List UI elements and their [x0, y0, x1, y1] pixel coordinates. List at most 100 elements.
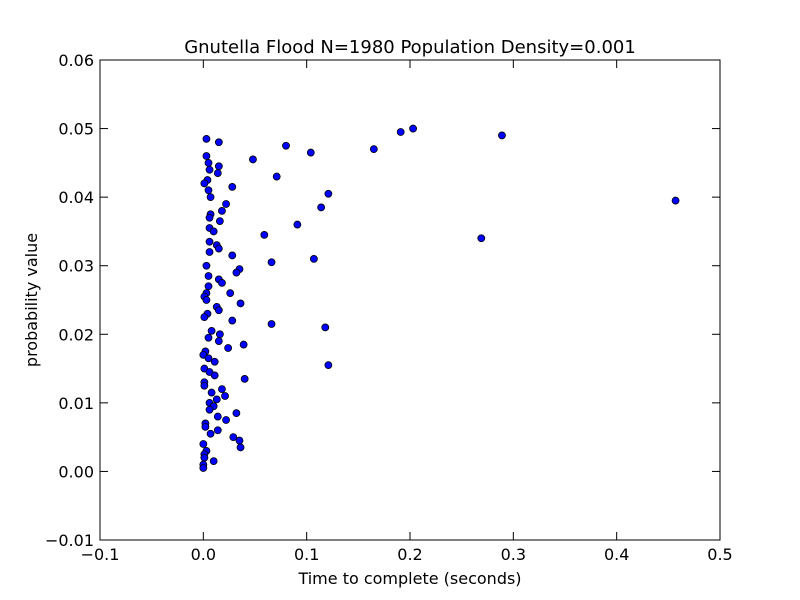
data-point — [202, 261, 211, 270]
data-point — [671, 196, 680, 205]
y-axis: −0.01 0.00 0.01 0.02 0.03 0.04 0.05 0.06 — [45, 51, 720, 550]
x-tick-label: 0.3 — [501, 545, 526, 564]
data-point — [317, 203, 326, 212]
data-point — [202, 296, 211, 304]
data-point — [200, 381, 209, 390]
data-point — [228, 182, 237, 191]
data-point — [218, 278, 226, 287]
data-point — [209, 227, 218, 236]
data-points — [199, 124, 680, 472]
data-point — [202, 134, 211, 143]
y-tick-label: 0.06 — [58, 51, 94, 70]
data-point — [226, 289, 235, 298]
data-point — [215, 217, 224, 226]
data-point — [229, 433, 238, 442]
data-point — [200, 453, 209, 462]
data-point — [202, 152, 211, 160]
data-point — [232, 268, 241, 277]
data-point — [204, 272, 213, 280]
data-point — [272, 172, 281, 181]
y-tick-label: 0.03 — [58, 257, 94, 276]
data-point — [201, 422, 210, 431]
y-tick-label: 0.00 — [58, 462, 94, 481]
data-point — [498, 131, 506, 140]
data-point — [205, 405, 214, 414]
data-point — [221, 392, 229, 400]
data-point — [218, 385, 226, 394]
data-point — [477, 234, 486, 243]
x-tick-label: 0.4 — [604, 545, 629, 564]
data-point — [204, 186, 213, 195]
data-point — [207, 388, 216, 397]
data-point — [199, 464, 208, 472]
data-point — [204, 282, 213, 291]
data-point — [306, 148, 315, 157]
data-point — [324, 189, 333, 198]
data-point — [236, 443, 245, 452]
data-point — [293, 220, 302, 229]
data-point — [200, 313, 209, 322]
x-tick-label: 0.1 — [294, 545, 319, 564]
data-point — [222, 200, 230, 208]
data-point — [309, 254, 318, 263]
data-point — [206, 193, 215, 202]
data-point — [239, 340, 248, 349]
data-point — [249, 155, 257, 164]
data-point — [204, 354, 213, 363]
y-axis-label: probability value — [22, 233, 41, 367]
data-point — [228, 316, 237, 325]
data-point — [409, 124, 418, 133]
data-point — [209, 457, 218, 466]
data-point — [369, 145, 378, 154]
data-point — [204, 333, 213, 342]
data-point — [212, 395, 221, 404]
data-point — [321, 323, 330, 332]
data-point — [324, 361, 333, 370]
plot-frame — [99, 59, 721, 541]
y-tick-label: 0.04 — [58, 188, 94, 207]
y-tick-label: 0.01 — [58, 394, 94, 413]
data-point — [267, 320, 276, 328]
data-point — [213, 426, 222, 435]
data-point — [199, 440, 208, 448]
data-point — [206, 429, 215, 438]
data-point — [210, 357, 219, 366]
data-point — [205, 237, 214, 246]
data-point — [228, 251, 237, 260]
x-tick-label: 0.2 — [397, 545, 422, 564]
y-tick-label: 0.02 — [58, 325, 94, 344]
data-point — [205, 165, 214, 174]
y-tick-label: 0.05 — [58, 120, 94, 139]
data-point — [210, 371, 219, 380]
data-point — [260, 230, 269, 239]
data-point — [214, 244, 223, 253]
data-point — [218, 206, 226, 215]
data-point — [240, 374, 249, 383]
data-point — [214, 138, 223, 147]
data-point — [205, 213, 214, 222]
data-point — [214, 306, 223, 315]
data-point — [224, 344, 233, 352]
data-point — [214, 337, 223, 346]
data-point — [232, 409, 241, 418]
data-point — [204, 158, 213, 167]
data-point — [213, 412, 222, 421]
x-axis-label: Time to complete (seconds) — [297, 569, 521, 588]
data-point — [236, 299, 245, 308]
data-point — [396, 128, 405, 136]
data-point — [207, 326, 216, 335]
chart-title: Gnutella Flood N=1980 Population Density… — [184, 37, 636, 58]
data-point — [200, 179, 209, 188]
x-tick-label: 0.5 — [707, 545, 732, 564]
data-point — [213, 169, 222, 178]
data-point — [215, 330, 224, 339]
x-tick-label: 0.0 — [191, 545, 216, 564]
data-point — [214, 162, 223, 171]
x-tick-label: −0.1 — [81, 545, 120, 564]
x-axis: −0.1 0.0 0.1 0.2 0.3 0.4 0.5 — [81, 60, 733, 564]
data-point — [282, 141, 290, 150]
y-tick-label: −0.01 — [45, 531, 94, 550]
data-point — [267, 258, 276, 267]
data-point — [205, 248, 214, 256]
